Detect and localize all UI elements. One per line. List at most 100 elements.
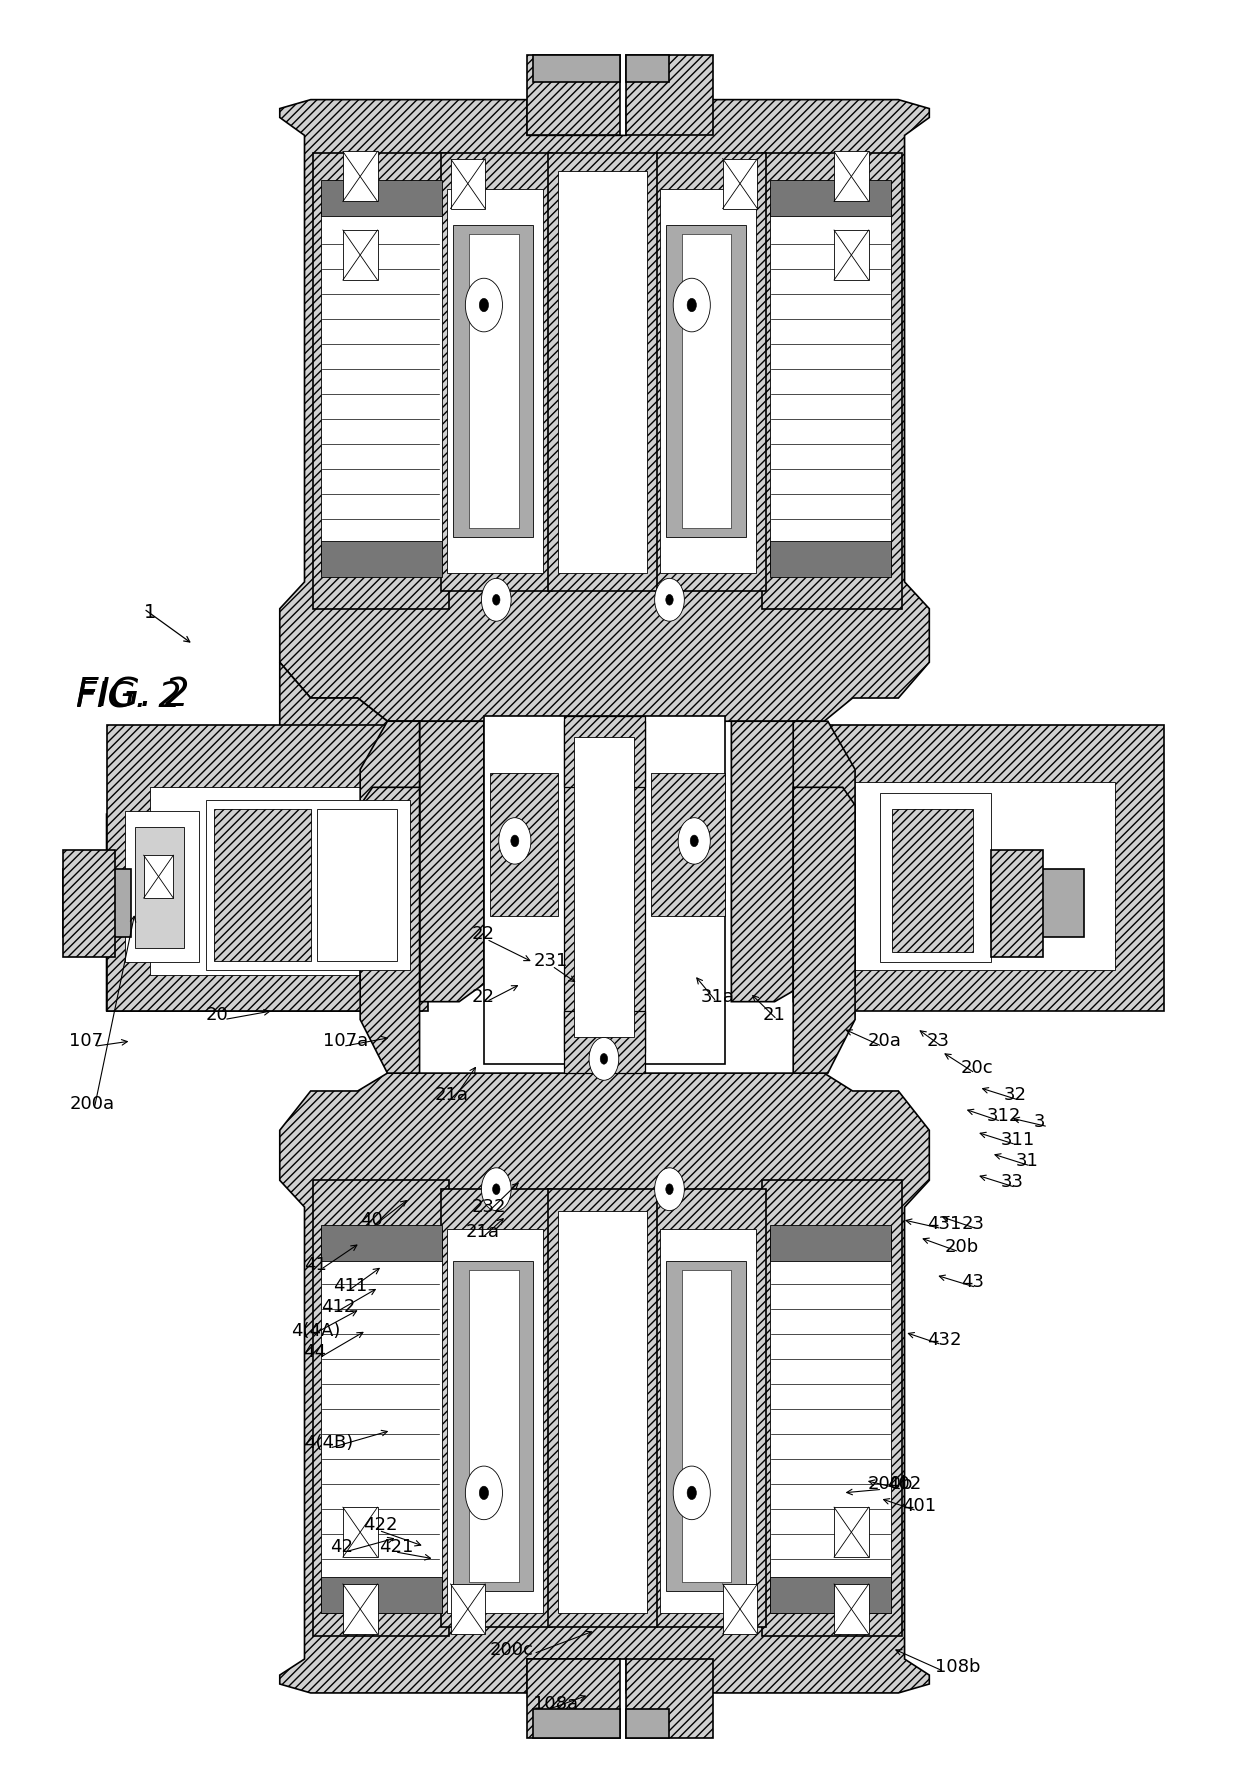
Text: 20c: 20c <box>960 1059 993 1077</box>
Bar <box>723 1583 758 1633</box>
Circle shape <box>666 594 673 605</box>
Circle shape <box>673 279 711 331</box>
Bar <box>150 787 397 975</box>
Text: FIG. 2: FIG. 2 <box>76 680 181 714</box>
Text: 402: 402 <box>888 1476 921 1494</box>
Text: 41: 41 <box>305 1256 327 1274</box>
Circle shape <box>687 1487 697 1499</box>
Polygon shape <box>107 662 422 1011</box>
Text: 421: 421 <box>378 1539 413 1556</box>
Polygon shape <box>419 721 484 1002</box>
Circle shape <box>481 1168 511 1211</box>
Bar <box>564 716 645 787</box>
Circle shape <box>481 578 511 621</box>
Bar <box>321 1576 441 1612</box>
Polygon shape <box>280 100 929 721</box>
Bar <box>682 234 732 528</box>
Polygon shape <box>626 55 670 82</box>
Polygon shape <box>794 787 856 1073</box>
Bar <box>548 154 657 590</box>
Circle shape <box>465 1467 502 1519</box>
Bar <box>770 1576 892 1612</box>
Bar <box>343 1583 377 1633</box>
Bar <box>682 1270 732 1581</box>
Bar <box>440 154 552 590</box>
Text: 108b: 108b <box>935 1657 981 1676</box>
Bar <box>63 850 115 957</box>
Text: 231: 231 <box>533 952 568 970</box>
Bar <box>655 154 766 590</box>
Text: 4(4A): 4(4A) <box>291 1322 340 1340</box>
Polygon shape <box>280 1073 929 1692</box>
Bar <box>806 725 1164 1011</box>
Bar <box>835 1506 869 1556</box>
Text: 23: 23 <box>926 1032 950 1050</box>
Bar <box>770 540 892 576</box>
Text: 21a: 21a <box>465 1224 500 1242</box>
Bar <box>574 737 634 1038</box>
Bar <box>317 809 397 961</box>
Bar <box>321 208 441 572</box>
Bar <box>453 1261 533 1590</box>
Bar <box>469 234 518 528</box>
Text: 43: 43 <box>961 1274 985 1292</box>
Polygon shape <box>533 1708 620 1737</box>
Circle shape <box>492 594 500 605</box>
Circle shape <box>673 1467 711 1519</box>
Text: 107: 107 <box>69 1032 104 1050</box>
Bar <box>835 152 869 202</box>
Text: 40: 40 <box>360 1211 383 1229</box>
Circle shape <box>691 835 698 846</box>
Bar <box>770 1225 892 1261</box>
Text: 108a: 108a <box>533 1694 579 1714</box>
Text: 312: 312 <box>986 1107 1021 1125</box>
Circle shape <box>687 299 697 311</box>
Polygon shape <box>626 55 713 136</box>
Bar <box>991 869 1084 937</box>
Bar <box>450 159 485 209</box>
Bar <box>666 1261 746 1590</box>
Bar <box>321 540 441 576</box>
Text: 20b: 20b <box>944 1238 978 1256</box>
Text: 20a: 20a <box>868 1032 901 1050</box>
Bar <box>991 850 1043 957</box>
Circle shape <box>480 299 489 311</box>
Bar <box>806 782 1115 970</box>
Text: 411: 411 <box>334 1277 367 1295</box>
Bar <box>107 725 428 1011</box>
Bar <box>651 773 725 916</box>
Bar <box>723 159 758 209</box>
Bar <box>125 810 200 962</box>
Bar <box>314 1181 449 1635</box>
Bar <box>446 190 543 572</box>
Circle shape <box>480 1487 489 1499</box>
Bar <box>446 1229 543 1612</box>
Bar <box>660 1229 756 1612</box>
Bar <box>558 172 647 572</box>
Text: 23: 23 <box>961 1215 985 1233</box>
Polygon shape <box>107 975 422 1011</box>
Text: 200a: 200a <box>69 1095 114 1113</box>
Text: 422: 422 <box>362 1517 397 1535</box>
Text: 33: 33 <box>1001 1174 1024 1191</box>
Bar <box>469 1270 518 1581</box>
Bar <box>206 800 409 970</box>
Bar <box>343 231 377 281</box>
Polygon shape <box>533 55 620 82</box>
Text: 22: 22 <box>471 925 495 943</box>
Text: 200c: 200c <box>490 1642 534 1660</box>
Circle shape <box>465 279 502 331</box>
Bar <box>321 1225 441 1261</box>
Bar <box>770 1229 892 1612</box>
Text: 21a: 21a <box>434 1086 469 1104</box>
Bar <box>321 181 441 216</box>
Text: 22: 22 <box>471 988 495 1005</box>
Circle shape <box>666 1184 673 1195</box>
Text: 401: 401 <box>901 1497 936 1515</box>
Bar <box>835 231 869 281</box>
Text: 4(4B): 4(4B) <box>305 1435 353 1453</box>
Polygon shape <box>527 55 620 136</box>
Text: 32: 32 <box>1003 1086 1027 1104</box>
Text: 20: 20 <box>206 1005 228 1023</box>
Bar <box>453 225 533 537</box>
